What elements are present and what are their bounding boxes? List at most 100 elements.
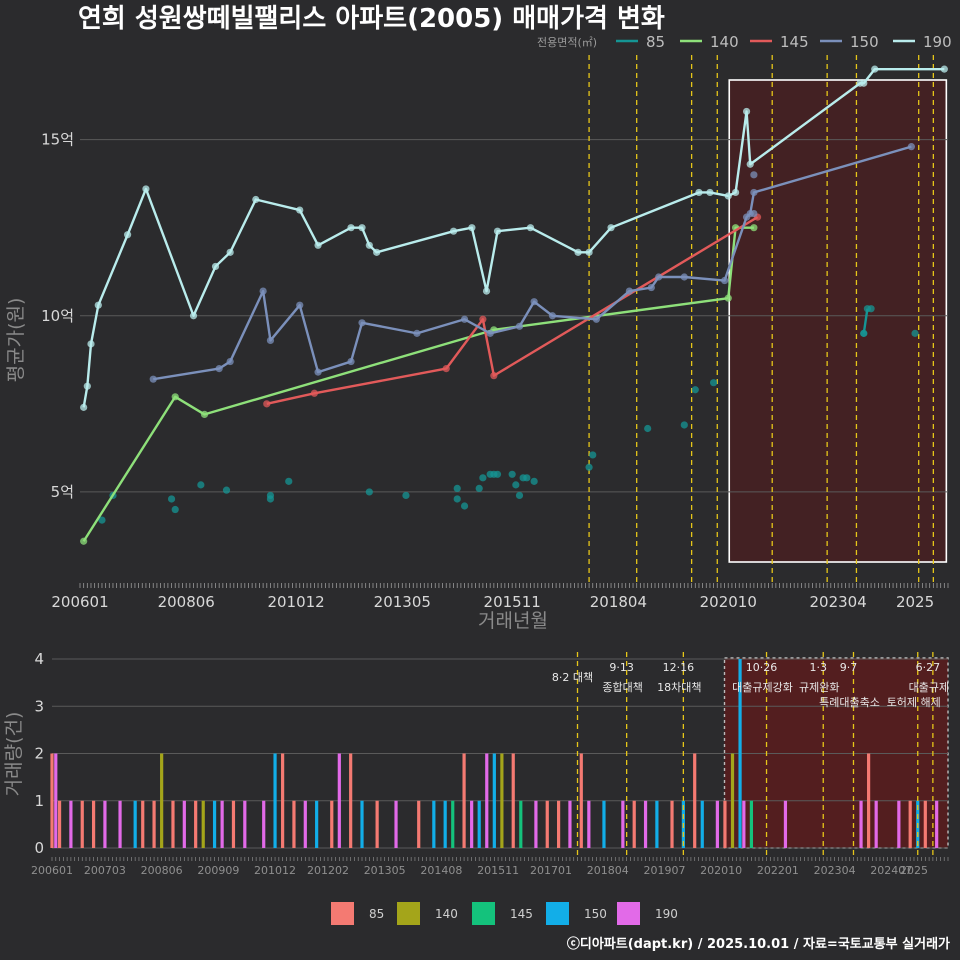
volume-bar <box>330 800 334 848</box>
volume-bar <box>394 800 398 848</box>
volume-bar <box>556 800 561 848</box>
volume-bar-chart: 0 1 2 3 4 거래량(건) 8·2 대책 9·13 종합대책 12·16 18차대책 10·26… <box>3 650 949 877</box>
volume-bar <box>897 800 901 848</box>
data-point-190 <box>607 224 615 232</box>
volume-bar <box>360 800 364 848</box>
volume-bar <box>874 800 878 848</box>
volume-bar <box>417 800 421 848</box>
data-point-85 <box>460 502 469 510</box>
bar-legend-swatch-190 <box>617 902 640 925</box>
legend-label: 85 <box>646 33 665 51</box>
data-point-190 <box>80 403 88 411</box>
data-point-140 <box>724 294 732 302</box>
volume-bar <box>534 800 538 848</box>
volume-bar <box>908 800 912 848</box>
data-point-85 <box>167 495 176 503</box>
data-point-150 <box>266 336 275 345</box>
data-point-140 <box>80 537 88 545</box>
data-point-190 <box>142 185 150 193</box>
volume-bar <box>492 753 496 848</box>
bar-y-tick-label: 2 <box>34 745 44 763</box>
data-point-190 <box>358 224 366 232</box>
data-point-190 <box>871 65 879 73</box>
volume-bar <box>194 800 198 848</box>
volume-bar <box>243 800 247 848</box>
volume-bar <box>670 800 674 848</box>
data-point-190 <box>695 188 703 197</box>
data-point-85 <box>530 477 538 485</box>
data-point-85 <box>710 379 718 387</box>
volume-bar <box>212 800 217 848</box>
data-point-85 <box>523 474 531 482</box>
y-tick-label: 10억 <box>41 307 74 325</box>
data-point-85 <box>402 491 410 500</box>
volume-bar <box>742 800 746 848</box>
data-point-145 <box>442 365 450 373</box>
data-point-150 <box>592 315 601 323</box>
bar-legend: 85 140 145 150 190 <box>331 902 678 925</box>
policy-label: 10·26 <box>746 661 778 674</box>
data-point-190 <box>347 224 355 232</box>
legend-label: 145 <box>780 33 809 51</box>
data-point-190 <box>189 312 198 320</box>
volume-bar <box>69 800 73 848</box>
data-point-190 <box>94 301 102 309</box>
data-point-85 <box>644 424 652 433</box>
volume-bar <box>470 800 474 848</box>
data-point-85 <box>911 329 919 337</box>
volume-bar <box>432 800 436 848</box>
data-point-190 <box>482 287 491 295</box>
x-tick-label: 201804 <box>590 593 647 611</box>
bar-x-tick-label: 202201 <box>757 864 799 877</box>
data-point-190 <box>706 188 714 197</box>
data-point-150 <box>347 357 355 366</box>
data-point-140 <box>750 224 758 232</box>
bar-x-tick-label: 202407 <box>870 864 912 877</box>
bar-legend-label: 140 <box>435 907 458 921</box>
data-point-150 <box>720 276 729 285</box>
highlight-region <box>728 79 948 563</box>
data-point-190 <box>211 262 220 271</box>
data-point-140 <box>200 410 209 419</box>
volume-bar <box>700 800 704 848</box>
data-point-85 <box>493 470 502 478</box>
volume-bar <box>579 753 583 848</box>
data-point-85 <box>860 329 868 337</box>
bar-x-tick-label: 200806 <box>141 864 183 877</box>
bar-legend-swatch-145 <box>472 902 495 925</box>
data-point-150 <box>149 375 157 383</box>
data-point-85 <box>475 484 483 492</box>
volume-bar <box>935 800 939 848</box>
volume-bar <box>602 800 606 848</box>
x-axis-title: 거래년월 <box>478 610 548 632</box>
data-point-150 <box>530 298 538 306</box>
data-point-85 <box>585 463 593 471</box>
chart-title: 연희 성원쌍떼빌팰리스 아파트(2005) 매매가격 변화 <box>78 4 665 34</box>
volume-bar <box>545 800 549 848</box>
data-point-190 <box>493 227 502 235</box>
volume-bar <box>50 753 54 848</box>
x-tick-label: 200806 <box>158 593 215 611</box>
volume-bar <box>693 753 697 848</box>
legend-title: 전용면적(㎡) <box>537 36 597 49</box>
volume-bar <box>262 800 266 848</box>
data-point-85 <box>512 481 520 489</box>
data-point-150 <box>486 329 494 337</box>
data-point-190 <box>226 248 234 256</box>
bar-x-tick-label: 201305 <box>364 864 406 877</box>
data-point-150 <box>655 273 663 281</box>
y-tick-label: 5억 <box>51 483 74 501</box>
volume-bar <box>485 753 489 848</box>
volume-bar <box>451 800 455 848</box>
volume-bar <box>303 800 307 848</box>
volume-bar <box>643 800 648 848</box>
price-line-chart: 5억 10억 15억 200601 200806 201012 201305 201511 20… <box>5 55 949 632</box>
legend-label: 190 <box>923 33 952 51</box>
x-tick-label: 202010 <box>700 593 757 611</box>
data-point-85 <box>479 474 487 482</box>
data-point-190 <box>724 192 732 200</box>
policy-label: 6·27 <box>916 661 941 674</box>
series-line-145 <box>266 216 759 406</box>
volume-bar <box>273 753 277 848</box>
